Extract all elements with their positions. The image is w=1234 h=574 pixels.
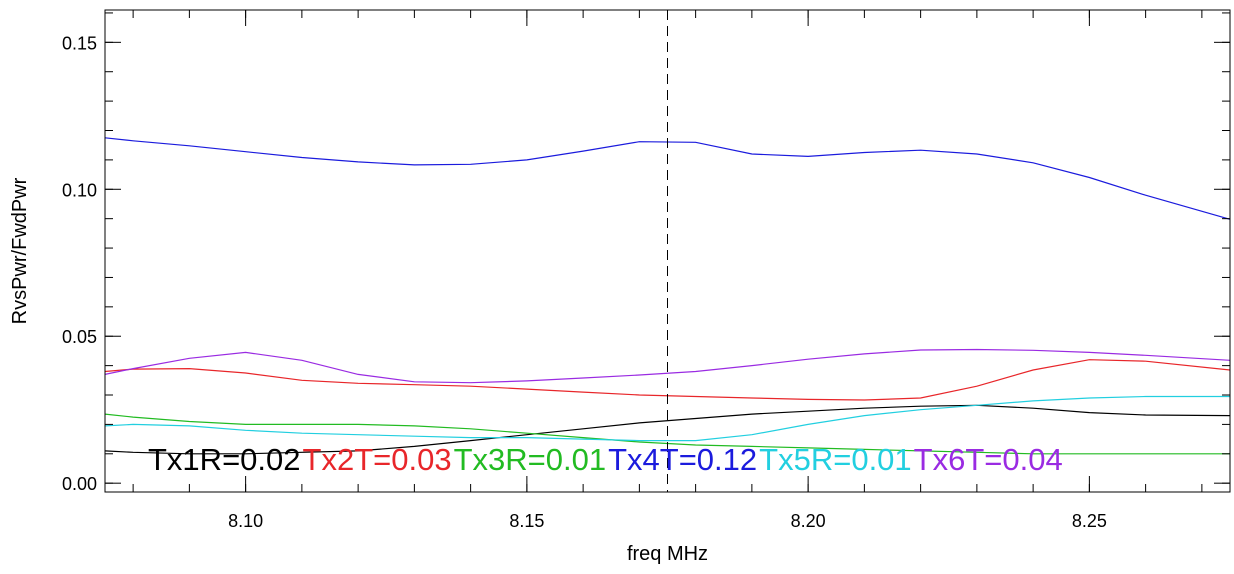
series-line-tx1r [104,404,1231,455]
series-line-tx6t [104,348,1231,384]
legend-label-tx6t: Tx6T=0.04 [914,442,1063,477]
series-line-tx5r [104,395,1230,442]
legend-label-tx2t: Tx2T=0.03 [303,442,452,477]
x-tick-label: 8.20 [791,511,826,531]
series-line-tx3r [104,413,1230,455]
legend-layer: Tx1R=0.02 Tx2T=0.03 Tx3R=0.01 Tx4T=0.12 Tx5R… [148,442,1063,477]
legend-label-tx4t: Tx4T=0.12 [608,442,757,477]
legend-label-tx5r: Tx5R=0.01 [759,442,912,477]
y-tick-label: 0.05 [62,327,97,347]
y-axis-title: RvsPwr/FwdPwr [9,177,31,324]
x-tick-label: 8.10 [228,511,263,531]
plot-frame [104,9,1231,493]
y-tick-label: 0.15 [62,33,97,53]
series-line-tx4t [104,137,1231,220]
series-line-tx2t [104,359,1231,401]
ticks-layer: 8.10 8.15 8.20 8.25 0.00 0.05 0.10 0.15 [62,10,1230,531]
y-tick-label: 0.10 [62,180,97,200]
legend-label-tx3r: Tx3R=0.01 [454,442,607,477]
x-tick-label: 8.25 [1072,511,1107,531]
series-layer [104,137,1231,455]
legend-label-tx1r: Tx1R=0.02 [148,442,301,477]
x-tick-label: 8.15 [509,511,544,531]
x-axis-title: freq MHz [627,543,708,565]
y-tick-label: 0.00 [62,474,97,494]
